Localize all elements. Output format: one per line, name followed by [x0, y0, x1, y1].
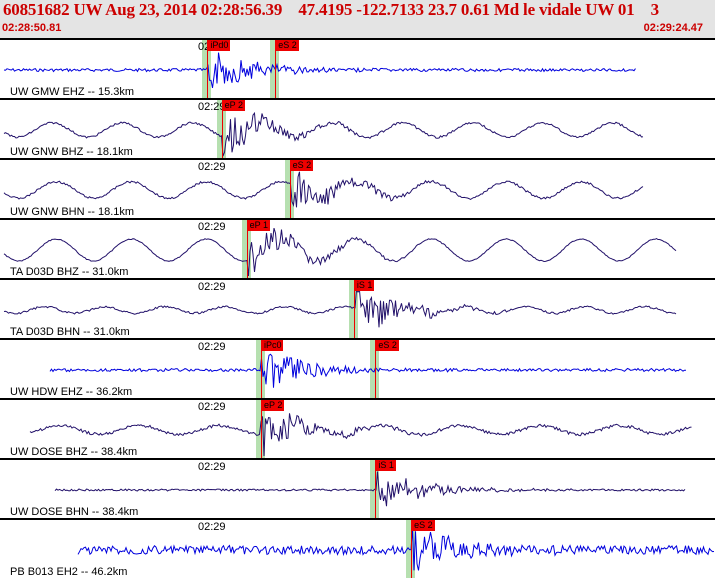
trace-panel[interactable]: 02:29 eS 2 UW GNW BHN -- 18.1km: [0, 158, 715, 218]
time-tick-label: 02:29: [198, 101, 226, 113]
start-time: 02:28:50.81: [2, 22, 62, 34]
waveform-trace: [49, 353, 686, 388]
waveform-line: [49, 353, 686, 388]
station-label: TA D03D BHN -- 31.0km: [10, 326, 130, 338]
waveform-line: [3, 288, 677, 328]
waveform-trace: [3, 227, 677, 277]
time-tick-label: 02:29: [198, 281, 226, 293]
trace-panel[interactable]: 02:29iPd0eS 2UW GMW EHZ -- 15.3km: [0, 38, 715, 98]
station-label: UW DOSE BHZ -- 38.4km: [10, 446, 138, 458]
trace-panel[interactable]: 02:29 eP 2 UW GNW BHZ -- 18.1km: [0, 98, 715, 158]
time-tick-label: 02:29: [198, 401, 226, 413]
pick-line: [221, 100, 223, 158]
trace-panel[interactable]: 02:29 eP 1 TA D03D BHZ -- 31.0km: [0, 218, 715, 278]
pick-tag: iPc0: [261, 340, 284, 351]
waveform-line: [3, 111, 644, 157]
waveform-trace: [77, 527, 715, 571]
trace-panel[interactable]: 02:29 iPc0 eS 2 UW HDW EHZ -- 36.2km: [0, 338, 715, 398]
waveform-trace: [3, 111, 644, 157]
waveform-trace: [29, 413, 692, 457]
pick-tag: eS 2: [290, 160, 314, 171]
pick-line: [375, 340, 377, 398]
station-label: UW HDW EHZ -- 36.2km: [10, 386, 133, 398]
pick-tag: iS 1: [376, 460, 396, 471]
waveform-trace: [3, 52, 636, 88]
waveform-line: [3, 171, 644, 208]
event-header: 60851682 UW Aug 23, 2014 02:28:56.39 47.…: [0, 0, 715, 38]
pick-window-band: [284, 160, 294, 218]
pick-window-band: [216, 100, 226, 158]
station-label: UW GNW BHN -- 18.1km: [10, 206, 135, 218]
pick-tag: eP 2: [261, 400, 285, 411]
pick-window-band: [241, 220, 251, 278]
station-label: PB B013 EH2 -- 46.2km: [10, 566, 128, 578]
waveform-trace: [3, 288, 677, 328]
pick-line: [275, 40, 277, 98]
pick-tag: eS 2: [376, 340, 399, 351]
pick-window-band: [348, 280, 358, 338]
pick-line: [246, 220, 248, 278]
station-label: UW GNW BHZ -- 18.1km: [10, 146, 133, 158]
pick-line: [353, 280, 355, 338]
pick-line: [411, 520, 413, 578]
pick-line: [207, 40, 209, 98]
pick-tag: eS 2: [412, 520, 435, 531]
pick-line: [260, 340, 262, 398]
trace-panel[interactable]: 02:29 eS 2 PB B013 EH2 -- 46.2km: [0, 518, 715, 578]
station-label: TA D03D BHZ -- 31.0km: [10, 266, 129, 278]
trace-panel[interactable]: 02:29 iS 1 UW DOSE BHN -- 38.4km: [0, 458, 715, 518]
waveform-line: [77, 527, 715, 571]
waveform-line: [54, 471, 686, 507]
time-tick-label: 02:29: [198, 161, 226, 173]
waveform-line: [3, 227, 677, 277]
waveform-trace: [3, 171, 644, 208]
trace-panel[interactable]: 02:29 eP 2 UW DOSE BHZ -- 38.4km: [0, 398, 715, 458]
pick-line: [260, 400, 262, 458]
time-tick-label: 02:29: [198, 221, 226, 233]
waveform-trace: [54, 471, 686, 507]
pick-tag: iS 1: [354, 280, 375, 291]
time-tick-label: 02:29: [198, 521, 226, 533]
trace-panel[interactable]: 02:29 iS 1 TA D03D BHN -- 31.0km: [0, 278, 715, 338]
event-title: 60851682 UW Aug 23, 2014 02:28:56.39 47.…: [3, 0, 659, 19]
end-time: 02:29:24.47: [643, 22, 703, 34]
station-label: UW GMW EHZ -- 15.3km: [10, 86, 135, 98]
waveform-line: [29, 413, 692, 457]
pick-tag: eP 1: [247, 220, 271, 231]
pick-tag: iPd0: [208, 40, 231, 51]
pick-line: [289, 160, 291, 218]
pick-line: [375, 460, 377, 518]
time-tick-label: 02:29: [198, 461, 226, 473]
pick-tag: eS 2: [276, 40, 299, 51]
waveform-line: [3, 52, 636, 88]
pick-tag: eP 2: [222, 100, 245, 111]
time-tick-label: 02:29: [198, 341, 226, 353]
station-label: UW DOSE BHN -- 38.4km: [10, 506, 139, 518]
seismogram-panels: 02:29iPd0eS 2UW GMW EHZ -- 15.3km02:29eP…: [0, 38, 715, 578]
